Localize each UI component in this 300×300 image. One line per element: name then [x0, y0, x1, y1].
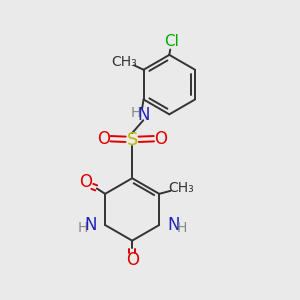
Text: O: O: [126, 251, 139, 269]
Text: Cl: Cl: [164, 34, 179, 49]
Text: N: N: [85, 216, 97, 234]
Text: S: S: [127, 130, 138, 148]
Text: H: H: [176, 221, 187, 235]
Text: CH₃: CH₃: [111, 55, 137, 69]
Text: N: N: [167, 216, 180, 234]
Text: CH₃: CH₃: [169, 182, 194, 196]
Text: O: O: [154, 130, 167, 148]
Text: H: H: [78, 221, 88, 235]
Text: N: N: [137, 106, 149, 124]
Text: H: H: [130, 106, 141, 120]
Text: O: O: [79, 173, 92, 191]
Text: O: O: [98, 130, 110, 148]
